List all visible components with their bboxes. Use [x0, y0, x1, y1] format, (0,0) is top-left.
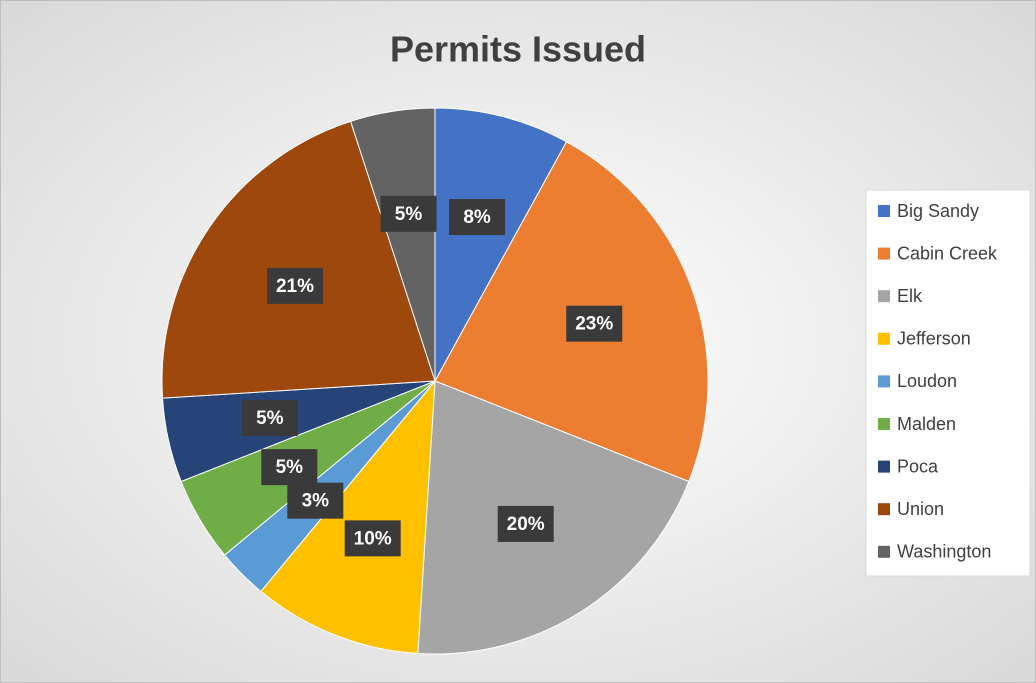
value-label: 3%: [302, 491, 330, 512]
legend-box: [865, 189, 1031, 577]
legend-label: Cabin Creek: [897, 243, 998, 263]
value-label-box: [241, 399, 298, 436]
value-label: 5%: [395, 204, 423, 225]
value-label-box: [566, 305, 623, 342]
value-label: 5%: [256, 408, 284, 429]
value-label-box: [287, 482, 344, 519]
pie-slice: [434, 107, 568, 382]
legend-label: Poca: [897, 456, 939, 476]
value-label: 5%: [276, 457, 304, 478]
legend-swatch: [878, 205, 890, 217]
legend-label: Malden: [897, 414, 956, 434]
value-label-box: [380, 195, 437, 232]
legend-swatch: [878, 247, 890, 260]
legend-swatch: [878, 290, 890, 303]
value-label-box: [261, 449, 318, 486]
value-label: 20%: [507, 514, 545, 535]
legend-swatch: [878, 332, 890, 345]
value-label: 10%: [354, 528, 392, 549]
legend-swatch: [878, 545, 890, 558]
value-label-box: [344, 520, 401, 557]
legend-label: Union: [897, 499, 944, 519]
legend-label: Loudon: [897, 371, 957, 391]
pie-slice: [260, 379, 436, 654]
legend-swatch: [878, 375, 890, 388]
value-label: 8%: [463, 207, 491, 228]
value-label-box: [267, 267, 324, 304]
legend-label: Jefferson: [897, 329, 971, 349]
legend-swatch: [878, 503, 890, 516]
value-label-box: [497, 505, 554, 542]
legend-label: Elk: [897, 286, 923, 306]
legend-label: Washington: [897, 542, 991, 562]
value-label: 21%: [276, 276, 314, 297]
pie-slice: [161, 120, 436, 399]
legend-swatch: [878, 418, 890, 430]
legend-label: Big Sandy: [897, 201, 979, 221]
value-label-box: [449, 199, 506, 236]
chart-title: Permits Issued: [390, 29, 646, 70]
legend-swatch: [878, 460, 890, 473]
value-label: 23%: [575, 314, 613, 335]
pie-slice: [350, 107, 436, 382]
